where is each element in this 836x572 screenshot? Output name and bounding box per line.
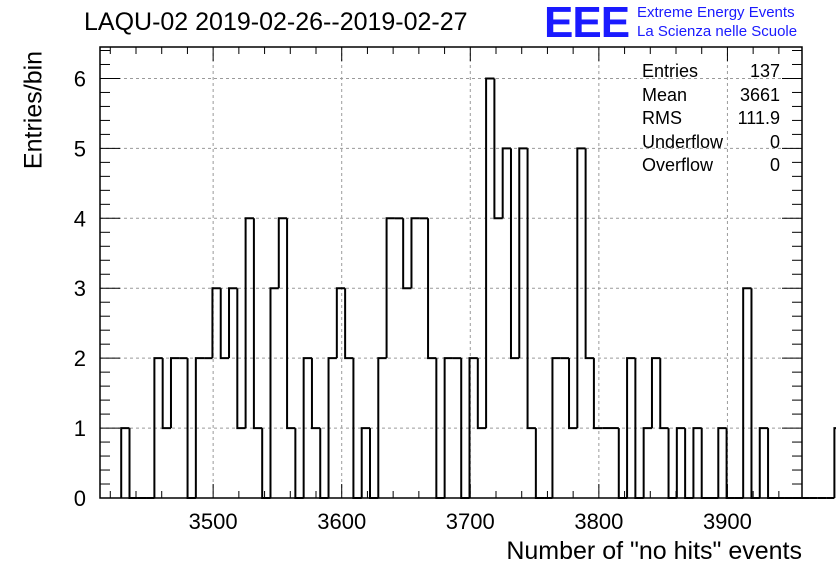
stats-row-underflow: Underflow 0	[642, 131, 780, 155]
histogram-bin	[310, 358, 321, 430]
stats-value: 137	[749, 61, 780, 81]
y-tick-label: 5	[74, 136, 86, 161]
histogram-bin	[219, 288, 230, 360]
stats-label: RMS	[642, 108, 682, 128]
histogram-bin	[742, 287, 752, 498]
y-tick-label: 0	[74, 486, 86, 511]
histogram-bin	[153, 357, 163, 498]
histogram-bin	[228, 287, 238, 359]
stats-value: 0	[769, 155, 780, 175]
y-tick-label: 1	[74, 416, 86, 441]
histogram-bin	[576, 147, 586, 429]
histogram-bin	[659, 358, 669, 430]
histogram-bin	[833, 427, 836, 498]
stats-row-overflow: Overflow 0	[642, 154, 780, 178]
plot-area	[100, 47, 802, 498]
eee-logo: EEE Extreme Energy Events La Scienza nel…	[544, 0, 829, 47]
histogram-bin	[717, 427, 727, 498]
histogram-bin	[584, 148, 594, 360]
x-axis-label: Number of "no hits" events	[506, 537, 802, 565]
logo-text-line-2: La Scienza nelle Scuole	[637, 23, 798, 40]
histogram-bin	[377, 357, 387, 498]
y-axis-label: Entries/bin	[19, 50, 48, 170]
stats-row-entries: Entries 137	[642, 60, 780, 84]
histogram-bin	[626, 357, 636, 498]
histogram-bin	[526, 148, 536, 430]
histogram-bin	[269, 287, 279, 498]
x-tick-label: 3500	[189, 509, 238, 534]
histogram-bin	[568, 358, 578, 430]
stats-label: Mean	[642, 84, 688, 105]
histogram-bin	[427, 218, 437, 360]
histogram-bin	[493, 78, 503, 220]
y-tick-label: 4	[74, 206, 86, 231]
stats-row-mean: Mean 3661	[642, 84, 780, 108]
x-tick-label: 3800	[574, 509, 623, 534]
x-tick-label: 3900	[703, 509, 752, 534]
logo-text-line-1: Extreme Energy Events	[637, 4, 795, 21]
histogram-bin	[518, 147, 528, 359]
histogram-bin	[286, 218, 296, 430]
histogram-bin	[335, 287, 346, 359]
stats-value: 0	[769, 131, 780, 152]
histogram-bin	[476, 358, 487, 430]
histogram-bin	[692, 427, 702, 498]
histogram-bin	[650, 357, 661, 429]
histogram-bin	[344, 288, 354, 360]
eee-logo-mark: EEE	[544, 0, 630, 47]
histogram-bin	[252, 218, 263, 430]
histogram-bin	[120, 427, 130, 498]
stats-label: Entries	[642, 61, 699, 81]
histogram-bin	[385, 217, 395, 359]
histogram-bin	[675, 427, 686, 498]
histogram-bin	[592, 358, 603, 430]
histogram-bin	[244, 217, 254, 429]
histogram-bin	[410, 217, 420, 289]
histogram-bin	[236, 288, 246, 430]
histogram-bin	[402, 218, 412, 290]
histogram-bin	[327, 357, 337, 498]
histogram-bin	[758, 427, 769, 498]
stats-row-rms: RMS 111.9	[642, 107, 780, 131]
x-tick-label: 3600	[317, 509, 366, 534]
histogram-bin	[509, 148, 520, 360]
stats-box: Entries 137 Mean 3661 RMS 111.9 Underflo…	[642, 60, 780, 178]
y-tick-label: 2	[74, 346, 86, 371]
histogram-bin	[468, 357, 478, 498]
histogram-bin	[194, 357, 205, 498]
stats-value: 111.9	[737, 108, 780, 128]
histogram-bin	[302, 357, 312, 498]
histogram-bin	[277, 217, 288, 289]
histogram-bin	[642, 427, 652, 498]
histogram-bin	[169, 357, 180, 429]
histogram-bin	[443, 357, 453, 498]
histogram-bin	[161, 358, 171, 430]
stats-label: Underflow	[642, 131, 724, 152]
histogram-bin	[485, 77, 495, 429]
histogram-bin	[360, 427, 370, 498]
histogram-bin	[211, 287, 221, 359]
stats-label: Overflow	[642, 155, 714, 175]
y-tick-label: 3	[74, 276, 86, 301]
chart-title: LAQU-02 2019-02-26--2019-02-27	[84, 8, 468, 36]
histogram-bin	[551, 357, 561, 498]
stats-value: 3661	[739, 84, 780, 105]
y-tick-label: 6	[74, 66, 86, 91]
x-tick-label: 3700	[446, 509, 495, 534]
histogram-bin	[501, 147, 511, 219]
plot-frame	[99, 46, 803, 499]
